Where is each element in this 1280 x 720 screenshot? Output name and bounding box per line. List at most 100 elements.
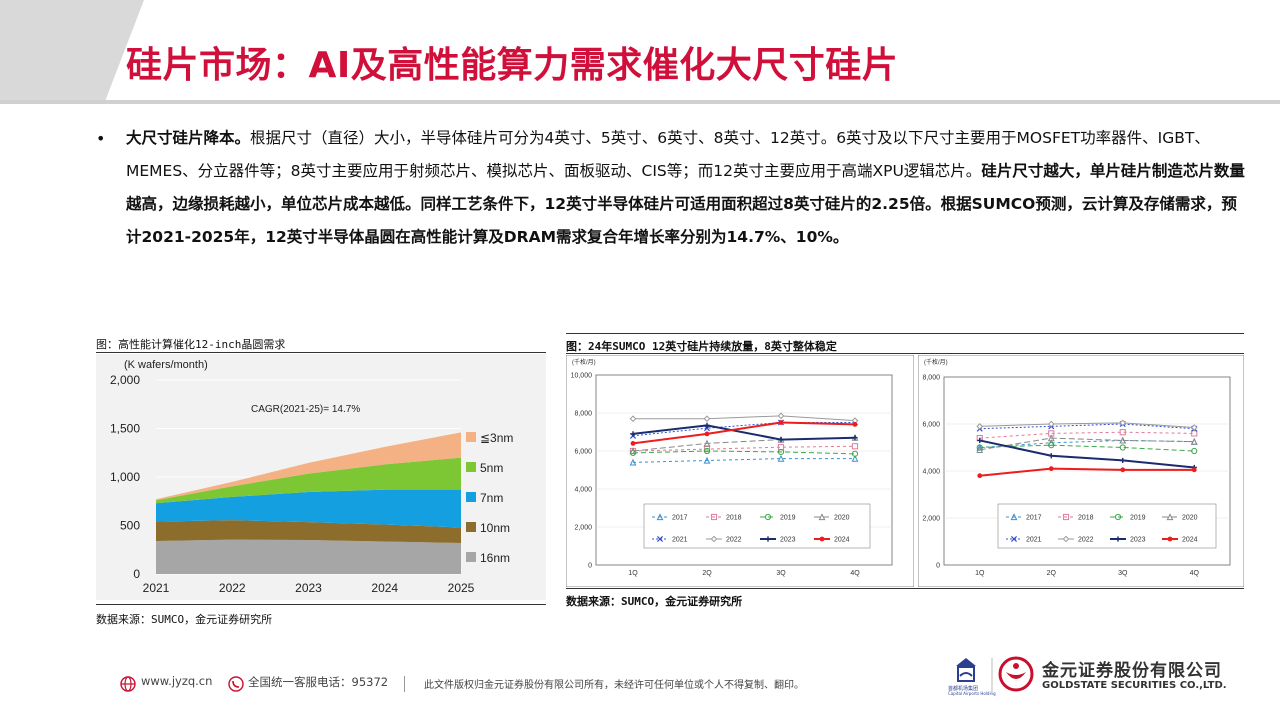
chart2-point-2024 — [704, 431, 710, 437]
chart3-point-2022 — [976, 423, 984, 430]
chart3-point-2024 — [1048, 466, 1054, 472]
chart3-ylabel: (千枚/月) — [924, 358, 948, 366]
chart2-legend-label: 2024 — [834, 537, 850, 544]
bullet-body-1: 根据尺寸（直径）大小，半导体硅片可分为4英寸、5英寸、6英寸、8英寸、12英寸。… — [126, 129, 1210, 180]
chart3-legend-marker — [1062, 513, 1070, 521]
chart3-point-2023 — [1048, 453, 1054, 459]
chart-cagr-area: (K wafers/month) 0 500 1,000 1,500 2,000 2021 2… — [96, 354, 546, 600]
chart3-point-2022 — [1119, 419, 1127, 427]
chart2-point-2022 — [777, 412, 785, 420]
bullet-text: 大尺寸硅片降本。根据尺寸（直径）大小，半导体硅片可分为4英寸、5英寸、6英寸、8… — [126, 122, 1246, 254]
chart2-point-2023 — [630, 431, 636, 437]
chart1-xtick-label: 2025 — [448, 581, 475, 595]
chart2-point-2017 — [851, 454, 859, 462]
phone-icon — [228, 676, 244, 692]
chart3-legend-marker — [1010, 535, 1018, 543]
chart2-legend-label: 2021 — [672, 537, 688, 544]
bullet-lead: 大尺寸硅片降本。 — [126, 129, 251, 147]
bullet-body-2: 硅片尺寸越大，单片硅片制造芯片数量越高，边缘损耗越小，单位芯片成本越低。同样工艺… — [126, 162, 1245, 246]
figure2-source: 数据来源：SUMCO，金元证券研究所 — [566, 595, 743, 608]
chart2-legend-label: 2020 — [834, 515, 850, 522]
chart2-ytick-label: 0 — [588, 563, 592, 570]
chart3-ytick-label: 6,000 — [922, 422, 940, 429]
chart3-legend-label: 2024 — [1182, 537, 1198, 544]
page-title: 硅片市场：AI及高性能算力需求催化大尺寸硅片 — [126, 45, 899, 86]
chart2-point-2023 — [852, 435, 858, 441]
chart1-legend-swatch — [466, 522, 476, 532]
chart2-ytick-label: 2,000 — [574, 525, 592, 532]
chart2-line-2018 — [632, 445, 856, 452]
chart3-legend-label: 2020 — [1182, 515, 1198, 522]
globe-icon — [120, 676, 136, 692]
chart3-legend-label: 2017 — [1026, 515, 1042, 522]
chart3-line-2023 — [979, 439, 1195, 469]
chart1-legend-swatch — [466, 462, 476, 472]
chart3-legend-marker — [1166, 513, 1174, 521]
chart2-legend-marker — [765, 536, 771, 542]
chart-8inch-line: (千枚/月) 0 2,000 4,000 6,000 8,000 1Q 2Q 3Q 4Q 2017 2… — [918, 355, 1244, 587]
chart3-point-2020 — [1190, 437, 1198, 445]
chart2-legend-marker — [764, 513, 772, 521]
chart3-point-2018 — [1119, 429, 1126, 436]
company-name-cn: 金元证券股份有限公司 — [1042, 661, 1222, 681]
footer-website[interactable]: www.jyzq.cn — [141, 674, 213, 688]
chart1-ytick-label: 2,000 — [110, 373, 140, 387]
chart2-legend-marker — [818, 513, 826, 521]
header-grey-slant — [104, 0, 144, 104]
chart2-legend-marker — [656, 513, 664, 521]
chart2-point-2023 — [704, 422, 710, 428]
chart1-legend-label: ≦3nm — [480, 431, 513, 445]
chart1-legend-label: 10nm — [480, 521, 510, 535]
figure1-source: 数据来源：SUMCO，金元证券研究所 — [96, 613, 273, 626]
figure2-bottom-rule — [566, 588, 1244, 589]
chart3-point-2020 — [976, 446, 984, 453]
chart1-legend-swatch — [466, 552, 476, 562]
chart3-legend-label: 2019 — [1130, 515, 1146, 522]
chart2-xtick-label: 2Q — [702, 570, 712, 577]
chart3-ytick-label: 2,000 — [922, 516, 940, 523]
chart2-legend-label: 2018 — [726, 515, 742, 522]
group-name-cn: 首都机场集团 — [948, 686, 979, 692]
goldstate-logo-icon — [998, 656, 1034, 692]
chart2-point-2017 — [703, 456, 711, 464]
chart1-area-7nm — [156, 489, 461, 528]
chart2-legend-label: 2017 — [672, 515, 688, 522]
header-rule — [0, 100, 1280, 104]
chart2-point-2019 — [851, 450, 859, 457]
chart3-point-2019 — [1048, 442, 1055, 449]
chart3-xtick-label: 3Q — [1118, 570, 1128, 577]
chart2-legend-marker — [656, 535, 664, 543]
figure1-caption: 图：高性能计算催化12-inch晶圆需求 — [96, 338, 286, 351]
chart1-legend-swatch — [466, 432, 476, 442]
chart2-xtick-label: 3Q — [776, 570, 786, 577]
chart3-legend-box — [997, 503, 1217, 549]
figure2-caption: 图：24年SUMCO 12英寸硅片持续放量，8英寸整体稳定 — [566, 340, 837, 353]
chart3-point-2020 — [1047, 434, 1055, 442]
header-bar — [0, 0, 1280, 104]
chart3-point-2024 — [1191, 467, 1197, 473]
chart3-legend-label: 2022 — [1078, 537, 1094, 544]
chart3-xtick-label: 2Q — [1047, 570, 1057, 577]
chart3-legend-marker — [1062, 535, 1070, 543]
chart2-ytick-label: 6,000 — [574, 449, 592, 456]
chart2-line-2024 — [632, 421, 856, 445]
chart3-xtick-label: 1Q — [975, 570, 985, 577]
figure1-caption-rule — [96, 352, 546, 353]
chart3-legend-marker — [1114, 513, 1122, 521]
chart3-point-2019 — [1191, 447, 1198, 455]
chart1-legend-label: 16nm — [480, 551, 510, 565]
chart2-legend-label: 2023 — [780, 537, 796, 544]
chart2-legend-label: 2019 — [780, 515, 796, 522]
chart1-cagr-annotation: CAGR(2021-25)= 14.7% — [251, 404, 360, 415]
chart2-point-2022 — [629, 415, 637, 423]
chart1-ytick-label: 1,000 — [110, 470, 140, 484]
chart1-legend-swatch — [466, 492, 476, 502]
chart1-area-16nm — [156, 539, 461, 574]
chart1-ytick-label: 1,500 — [110, 422, 140, 436]
chart3-xtick-label: 4Q — [1190, 570, 1200, 577]
chart2-xtick-label: 1Q — [628, 570, 638, 577]
chart3-legend-marker — [1115, 536, 1121, 542]
chart1-xtick-label: 2021 — [143, 581, 170, 595]
figure2-caption-rule — [566, 353, 1244, 354]
chart3-point-2019 — [976, 444, 983, 451]
